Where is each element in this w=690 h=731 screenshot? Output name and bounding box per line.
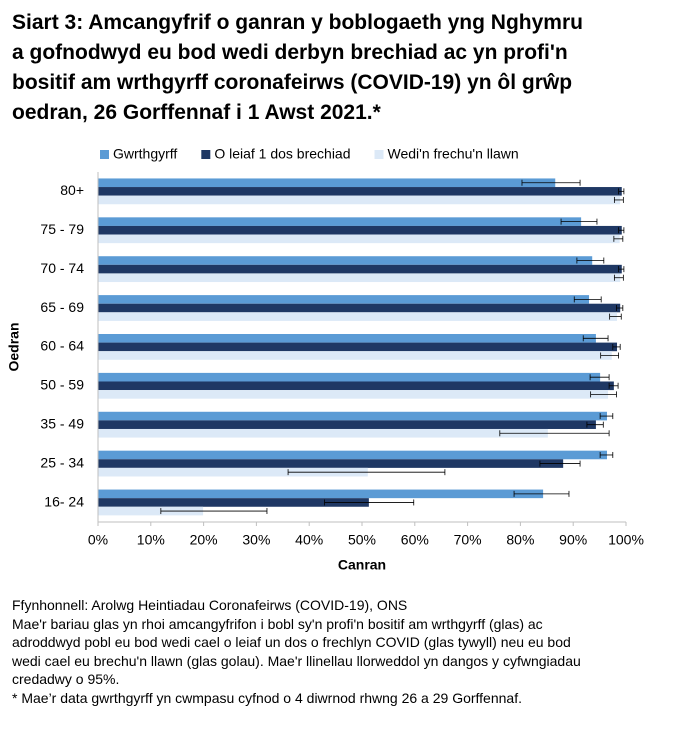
y-tick-label: 60 - 64 <box>40 338 84 354</box>
error-bar <box>600 352 620 359</box>
x-tick-label: 60% <box>401 532 429 548</box>
error-bar <box>513 490 570 497</box>
bar <box>98 450 607 460</box>
x-tick-label: 30% <box>242 532 270 548</box>
error-bar <box>586 421 604 428</box>
bar <box>98 420 596 429</box>
error-bar <box>613 196 624 203</box>
bar <box>98 411 607 421</box>
title-line: Siart 3: Amcangyfrif o ganran y boblogae… <box>12 11 583 34</box>
error-bar <box>613 235 624 242</box>
bar <box>98 273 621 283</box>
error-bar <box>599 451 614 458</box>
y-tick-label: 65 - 69 <box>40 299 84 315</box>
bar <box>98 390 609 399</box>
note-line: Mae'r bariau glas yn rhoi amcangyfrifon … <box>12 615 543 632</box>
error-bar <box>539 460 581 467</box>
legend-swatch <box>201 150 211 159</box>
bar <box>98 351 612 360</box>
error-bar <box>618 227 625 234</box>
x-tick-label: 0% <box>88 532 108 548</box>
error-bar <box>573 296 602 303</box>
bar <box>98 342 618 352</box>
y-tick-label: 80+ <box>60 182 84 198</box>
bar <box>98 303 621 313</box>
legend-label: Gwrthgyrff <box>113 146 177 162</box>
bar <box>98 312 618 321</box>
x-tick-label: 40% <box>295 532 323 548</box>
bar <box>98 381 614 391</box>
title-line: a gofnodwyd eu bod wedi derbyn brechiad … <box>12 41 568 64</box>
x-tick-label: 90% <box>559 532 587 548</box>
x-tick-label: 70% <box>454 532 482 548</box>
bar <box>98 225 622 235</box>
x-tick-label: 100% <box>608 532 644 548</box>
notes: Ffynhonnell: Arolwg Heintiadau Coronafei… <box>12 596 581 707</box>
bar <box>98 187 622 196</box>
y-axis-label: Oedran <box>6 322 22 371</box>
bar <box>98 178 556 188</box>
error-bar <box>589 374 610 381</box>
error-bar <box>616 305 624 312</box>
bar <box>98 489 544 499</box>
error-bar <box>582 335 609 342</box>
bar <box>98 428 548 438</box>
bar <box>98 234 620 244</box>
y-tick-label: 70 - 74 <box>40 260 84 276</box>
legend-swatch <box>374 150 384 159</box>
error-bar <box>160 508 268 515</box>
legend-label: Wedi'n frechu'n llawn <box>388 146 519 162</box>
bar <box>98 372 601 382</box>
chart: Gwrthgyrff O leiaf 1 dos brechiad Wedi'n f… <box>6 146 644 573</box>
bar <box>98 459 564 468</box>
note-line: * Mae’r data gwrthgyrff yn cwmpasu cyfno… <box>12 689 522 706</box>
legend-swatch <box>100 150 109 159</box>
error-bar <box>599 413 614 420</box>
error-bar <box>618 188 625 195</box>
y-tick-label: 16- 24 <box>44 493 84 509</box>
bar <box>98 256 593 265</box>
error-bar <box>590 391 617 398</box>
y-tick-label: 25 - 34 <box>40 454 84 470</box>
error-bar <box>576 257 605 264</box>
x-tick-label: 20% <box>190 532 218 548</box>
error-bar <box>618 266 625 273</box>
error-bar <box>521 179 581 186</box>
bar <box>98 295 590 304</box>
error-bar <box>608 382 619 389</box>
title-line: oedran, 26 Gorffennaf i 1 Awst 2021.* <box>12 101 381 124</box>
bar <box>98 195 621 205</box>
note-line: credadwy o 95%. <box>12 671 120 687</box>
bar <box>98 506 204 516</box>
error-bar <box>499 430 610 437</box>
bar <box>98 334 596 343</box>
bar <box>98 217 582 226</box>
x-tick-label: 80% <box>506 532 534 548</box>
y-tick-label: 35 - 49 <box>40 415 84 431</box>
x-axis-label: Canran <box>338 557 386 573</box>
x-tick-label: 50% <box>348 532 376 548</box>
error-bar <box>613 274 624 281</box>
title-line: bositif am wrthgyrff coronafeirws (COVID… <box>12 71 573 94</box>
error-bar <box>609 313 622 320</box>
note-line: adroddwyd pobl eu bod wedi cael o leiaf … <box>12 634 571 650</box>
chart-title: Siart 3: Amcangyfrif o ganran y boblogae… <box>12 8 583 128</box>
y-tick-label: 50 - 59 <box>40 377 84 393</box>
note-line: Ffynhonnell: Arolwg Heintiadau Coronafei… <box>12 597 408 613</box>
y-tick-label: 75 - 79 <box>40 221 84 237</box>
x-tick-label: 10% <box>137 532 165 548</box>
bar <box>98 467 368 477</box>
bar <box>98 264 622 274</box>
note-line: wedi cael eu brechu'n llawn (glas golau)… <box>12 652 581 669</box>
error-bar <box>560 218 598 225</box>
error-bar <box>612 343 621 350</box>
error-bar <box>287 469 446 476</box>
legend-label: O leiaf 1 dos brechiad <box>214 146 350 162</box>
error-bar <box>324 499 415 506</box>
bar <box>98 498 369 507</box>
